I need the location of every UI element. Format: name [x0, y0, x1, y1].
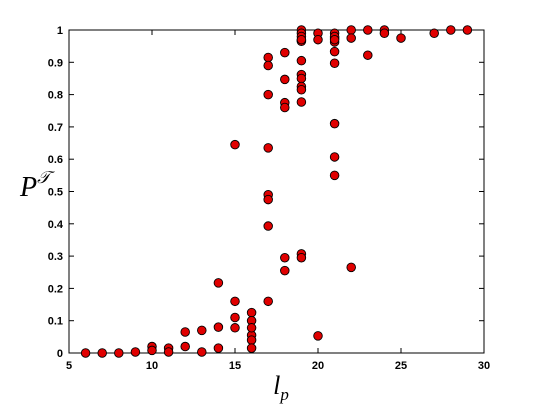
data-point	[346, 262, 356, 273]
data-point	[329, 118, 340, 129]
y-tick-label: 0.7	[48, 122, 63, 134]
x-tick-label: 15	[229, 360, 241, 372]
y-tick-label: 1	[57, 25, 63, 37]
data-point	[263, 143, 273, 153]
data-point	[329, 46, 340, 57]
data-point	[230, 323, 240, 333]
data-point	[263, 296, 273, 307]
data-point	[346, 25, 356, 35]
data-point	[147, 345, 157, 356]
data-point	[130, 347, 141, 357]
data-point	[280, 74, 290, 85]
x-tick-label: 5	[66, 360, 72, 372]
data-point	[363, 50, 373, 60]
data-point	[213, 343, 224, 353]
data-point	[280, 265, 290, 276]
data-point	[379, 28, 390, 38]
data-point	[313, 34, 323, 45]
data-point	[296, 85, 307, 95]
data-point	[246, 335, 257, 345]
y-tick-label: 0.4	[48, 219, 64, 231]
data-points	[80, 25, 473, 358]
x-axis-label-subscript: p	[279, 385, 289, 404]
data-point	[346, 33, 356, 43]
data-point	[296, 55, 307, 66]
data-point	[429, 28, 439, 38]
y-tick-label: 0.1	[48, 316, 63, 328]
data-point	[263, 194, 273, 205]
data-point	[80, 348, 91, 358]
y-tick-label: 0.5	[48, 187, 63, 199]
data-point	[197, 325, 207, 336]
y-axis-ticks: 0 0.1 0.2 0.3 0.4 0.5 0.6 0.7 0.8 0.9 1	[48, 25, 484, 360]
data-point	[280, 47, 290, 58]
data-point	[296, 73, 307, 84]
x-tick-label: 20	[312, 360, 324, 372]
data-point	[446, 25, 456, 35]
y-tick-label: 0.6	[48, 154, 63, 166]
data-point	[230, 296, 240, 307]
x-tick-label: 30	[478, 360, 490, 372]
data-point	[263, 89, 273, 100]
data-point	[246, 343, 257, 353]
data-point	[213, 322, 224, 332]
data-point	[329, 152, 340, 162]
plot-frame	[68, 29, 485, 354]
y-axis-label-base: P	[19, 172, 37, 203]
y-tick-label: 0	[57, 348, 63, 360]
data-point	[230, 312, 240, 323]
data-point	[246, 323, 257, 333]
data-point	[296, 97, 307, 107]
data-point	[263, 60, 273, 71]
y-tick-label: 0.3	[48, 251, 63, 263]
data-point	[462, 25, 473, 35]
y-tick-label: 0.2	[48, 283, 63, 295]
x-tick-label: 25	[395, 360, 407, 372]
y-axis-label-superscript: 𝒯	[37, 168, 55, 187]
data-point	[163, 347, 174, 357]
y-tick-label: 0.9	[48, 57, 63, 69]
data-point	[213, 278, 224, 288]
data-point	[197, 347, 207, 357]
data-point	[280, 102, 290, 113]
x-axis-label: lp	[273, 371, 289, 404]
data-point	[180, 341, 190, 352]
data-point	[296, 252, 307, 263]
data-point	[280, 252, 290, 263]
data-point	[313, 331, 323, 341]
data-point	[180, 327, 190, 337]
data-point	[230, 139, 240, 150]
x-tick-label: 10	[146, 360, 158, 372]
data-point	[114, 348, 124, 358]
data-point	[363, 25, 373, 35]
data-point	[329, 170, 340, 181]
y-tick-label: 0.8	[48, 90, 63, 102]
data-point	[396, 33, 406, 43]
data-point	[263, 221, 273, 231]
data-point	[329, 34, 340, 45]
data-point	[296, 34, 307, 45]
data-point	[246, 307, 257, 318]
data-point	[329, 58, 340, 69]
data-point	[97, 348, 107, 358]
data-point	[263, 52, 273, 63]
x-axis-label-base: l	[273, 371, 280, 400]
